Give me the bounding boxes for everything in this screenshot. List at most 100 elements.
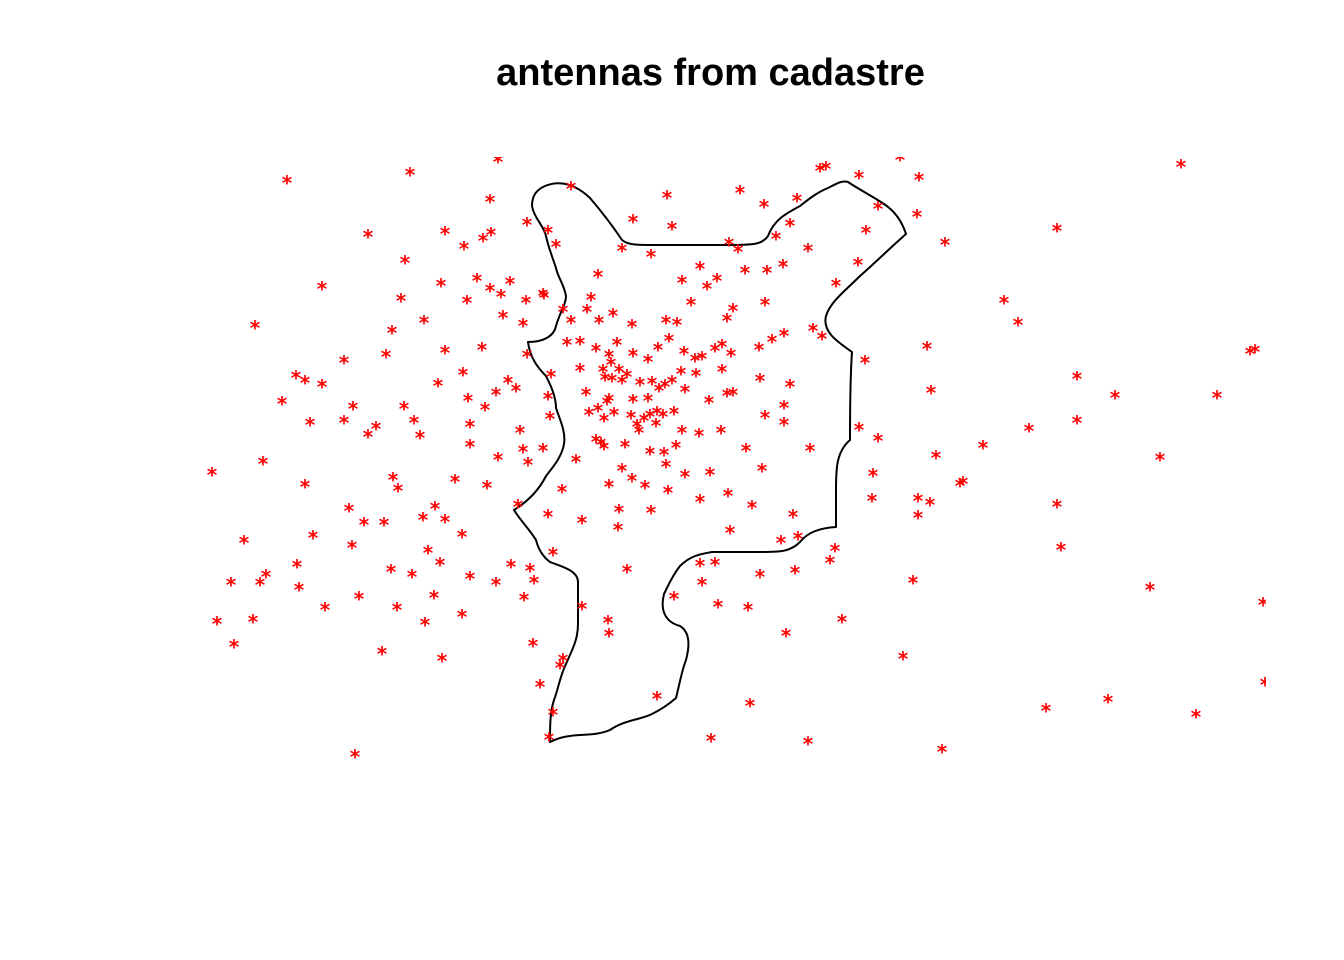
antenna-marker: * [518, 440, 529, 464]
antenna-marker: * [418, 508, 429, 532]
antenna-marker: * [320, 598, 331, 622]
map-title: antennas from cadastre [496, 52, 925, 94]
antenna-marker: * [400, 251, 411, 275]
antenna-marker: * [1103, 690, 1114, 714]
antenna-marker: * [575, 332, 586, 356]
antenna-marker: * [790, 561, 801, 585]
antenna-marker: * [762, 261, 773, 285]
antenna-marker: * [465, 435, 476, 459]
antenna-marker: * [248, 610, 259, 634]
antenna-marker: * [496, 285, 507, 309]
antenna-marker: * [925, 493, 936, 517]
antenna-marker: * [722, 384, 733, 408]
antenna-marker: * [608, 304, 619, 328]
antenna-marker: * [1072, 411, 1083, 435]
antenna-marker: * [535, 675, 546, 699]
antenna-marker: * [640, 476, 651, 500]
antenna-marker: * [359, 513, 370, 537]
antenna-marker: * [677, 271, 688, 295]
antenna-marker: * [620, 435, 631, 459]
antenna-marker: * [543, 505, 554, 529]
antenna-marker: * [606, 353, 617, 377]
antenna-marker: * [593, 265, 604, 289]
antenna-marker: * [523, 453, 534, 477]
antenna-marker: * [440, 341, 451, 365]
antenna-marker: * [661, 455, 672, 479]
antenna-marker: * [1110, 386, 1121, 410]
antenna-marker: * [586, 288, 597, 312]
antenna-marker: * [577, 511, 588, 535]
antenna-marker: * [837, 610, 848, 634]
antenna-marker: * [955, 474, 966, 498]
antenna-marker: * [622, 560, 633, 584]
antenna-marker: * [363, 225, 374, 249]
antenna-marker: * [978, 436, 989, 460]
antenna-marker: * [679, 342, 690, 366]
antenna-marker: * [1260, 673, 1271, 697]
antenna-marker: * [735, 181, 746, 205]
antenna-marker: * [680, 380, 691, 404]
antenna-marker: * [543, 387, 554, 411]
antenna-marker: * [652, 402, 663, 426]
antenna-marker: * [493, 448, 504, 472]
antenna-marker: * [999, 291, 1010, 315]
antenna-marker: * [423, 541, 434, 565]
antenna-marker: * [669, 587, 680, 611]
antenna-marker: * [757, 459, 768, 483]
antenna-marker: * [940, 233, 951, 257]
antenna-marker: * [538, 439, 549, 463]
antenna-marker: * [713, 595, 724, 619]
antenna-marker: * [482, 476, 493, 500]
antenna-marker: * [759, 195, 770, 219]
antenna-marker: * [755, 565, 766, 589]
antenna-marker: * [710, 339, 721, 363]
antenna-marker: * [669, 402, 680, 426]
antenna-marker: * [792, 189, 803, 213]
antenna-marker: * [521, 291, 532, 315]
antenna-marker: * [914, 168, 925, 192]
antenna-marker: * [528, 634, 539, 658]
antenna-marker: * [614, 360, 625, 384]
antenna-marker: * [664, 329, 675, 353]
antenna-marker: * [505, 272, 516, 296]
antenna-marker: * [282, 171, 293, 195]
antenna-marker: * [1041, 699, 1052, 723]
antenna-marker: * [853, 253, 864, 277]
antenna-marker: * [654, 379, 665, 403]
antenna-marker: * [653, 338, 664, 362]
antenna-marker: * [627, 469, 638, 493]
antenna-marker: * [419, 311, 430, 335]
antenna-marker: * [405, 163, 416, 187]
antenna-marker: * [551, 235, 562, 259]
antenna-marker: * [612, 333, 623, 357]
antenna-marker: * [525, 559, 536, 583]
antenna-marker: * [491, 573, 502, 597]
antenna-marker: * [815, 159, 826, 183]
antenna-marker: * [695, 490, 706, 514]
antenna-marker: * [596, 433, 607, 457]
antenna-marker: * [779, 324, 790, 348]
antenna-marker: * [617, 459, 628, 483]
antenna-marker: * [581, 383, 592, 407]
antenna-marker: * [440, 222, 451, 246]
antenna-marker: * [604, 345, 615, 369]
antenna-marker: * [691, 364, 702, 388]
antenna-marker: * [602, 392, 613, 416]
antenna-marker: * [603, 611, 614, 635]
antenna-marker: * [539, 286, 550, 310]
antenna-marker: * [913, 506, 924, 530]
antenna-marker: * [582, 300, 593, 324]
antenna-marker: * [291, 366, 302, 390]
antenna-marker: * [392, 598, 403, 622]
antenna-marker: * [226, 573, 237, 597]
antenna-marker: * [614, 500, 625, 524]
antenna-marker: * [239, 531, 250, 555]
antenna-marker: * [1052, 495, 1063, 519]
antenna-marker: * [566, 177, 577, 201]
antenna-marker: * [440, 510, 451, 534]
antenna-marker: * [1250, 340, 1261, 364]
antenna-marker: * [931, 446, 942, 470]
antenna-marker: * [396, 289, 407, 313]
antenna-marker: * [817, 327, 828, 351]
antenna-marker: * [937, 740, 948, 764]
